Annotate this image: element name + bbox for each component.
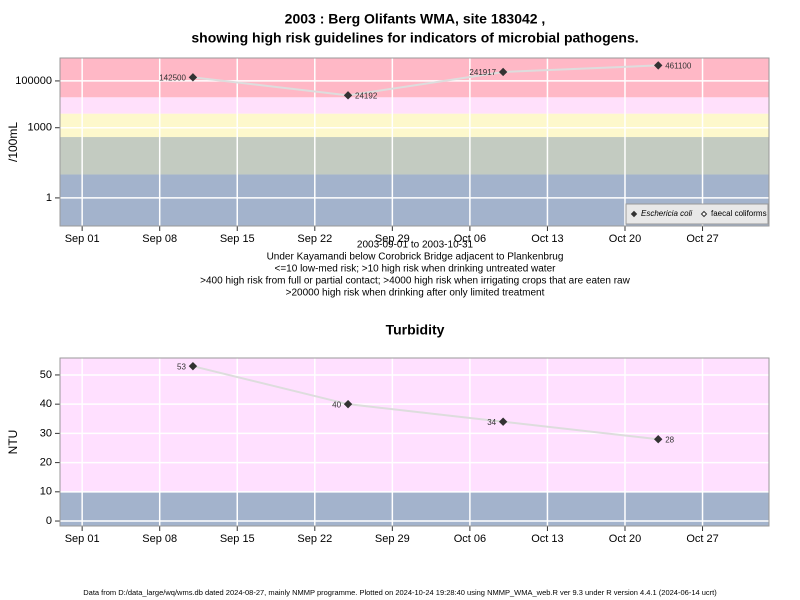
- x-tick-label: Sep 29: [375, 533, 410, 545]
- x-tick-label: Sep 22: [297, 533, 332, 545]
- data-label: 142500: [159, 73, 186, 82]
- y-tick-label: 20: [40, 457, 52, 469]
- y-tick-label: 50: [40, 369, 52, 381]
- data-point: [188, 73, 198, 82]
- x-tick-label: Oct 20: [609, 533, 641, 545]
- data-point: [188, 361, 198, 371]
- chart-title: 2003 : Berg Olifants WMA, site 183042 ,: [285, 11, 546, 27]
- y-tick-label: 10: [40, 486, 52, 498]
- risk-band: [60, 58, 769, 98]
- data-label: 28: [665, 435, 674, 444]
- x-tick-label: Sep 08: [142, 533, 177, 545]
- chart-title: Turbidity: [386, 322, 445, 338]
- plot-frame: [59, 57, 770, 227]
- data-label: 241917: [469, 68, 496, 77]
- legend-label: Eschericia coli: [641, 209, 692, 218]
- x-tick-label: Oct 27: [686, 533, 718, 545]
- x-tick-label: Sep 22: [297, 233, 332, 245]
- x-tick-label: Oct 13: [531, 533, 563, 545]
- data-label: 40: [332, 400, 341, 409]
- x-tick-label: Oct 27: [686, 233, 718, 245]
- note: >400 high risk from full or partial cont…: [200, 276, 630, 287]
- x-tick-label: Oct 20: [609, 233, 641, 245]
- x-tick-label: Sep 29: [375, 233, 410, 245]
- legend-marker: [700, 210, 708, 218]
- data-point: [343, 91, 353, 100]
- data-point: [498, 67, 508, 77]
- x-tick-label: Oct 06: [454, 533, 486, 545]
- x-tick-label: Sep 15: [220, 233, 255, 245]
- series-line: [192, 64, 659, 97]
- x-tick-label: Sep 01: [65, 233, 100, 245]
- x-tick-label: Oct 13: [531, 233, 563, 245]
- risk-band: [60, 113, 769, 138]
- risk-band: [60, 358, 769, 492]
- x-tick-label: Sep 08: [142, 233, 177, 245]
- y-tick-label: 1000: [28, 122, 52, 134]
- x-tick-label: Oct 06: [454, 233, 486, 245]
- y-axis-label: /100mL: [6, 122, 20, 162]
- legend-marker: [630, 210, 638, 218]
- data-label: 53: [177, 362, 186, 371]
- note: >20000 high risk when drinking after onl…: [286, 288, 545, 299]
- data-point: [654, 61, 663, 70]
- data-label: 34: [487, 418, 496, 427]
- data-label: 24192: [355, 91, 378, 100]
- x-tick-label: Sep 01: [65, 533, 100, 545]
- data-point: [654, 435, 663, 444]
- note: <=10 low-med risk; >10 high risk when dr…: [275, 264, 557, 275]
- y-axis-label: NTU: [6, 430, 20, 455]
- note: 2003-09-01 to 2003-10-31: [357, 240, 474, 251]
- y-tick-label: 30: [40, 427, 52, 439]
- y-tick-label: 0: [46, 515, 52, 527]
- data-point: [498, 417, 508, 426]
- legend-box: [625, 203, 769, 225]
- chart-title: showing high risk guidelines for indicat…: [191, 30, 638, 46]
- y-tick-label: 1: [46, 192, 52, 204]
- risk-band: [60, 97, 769, 114]
- series-line: [192, 365, 659, 441]
- y-tick-label: 100000: [15, 75, 52, 87]
- note: Under Kayamandi below Corobrick Bridge a…: [267, 252, 564, 263]
- risk-band: [60, 137, 769, 175]
- data-label: 461100: [665, 62, 692, 71]
- x-tick-label: Sep 15: [220, 533, 255, 545]
- y-tick-label: 40: [40, 398, 52, 410]
- data-point: [343, 399, 353, 409]
- footer: Data from D:/data_large/wq/wms.db dated …: [83, 588, 717, 597]
- plot-frame: [59, 357, 770, 527]
- legend-label: faecal coliforms: [711, 209, 767, 218]
